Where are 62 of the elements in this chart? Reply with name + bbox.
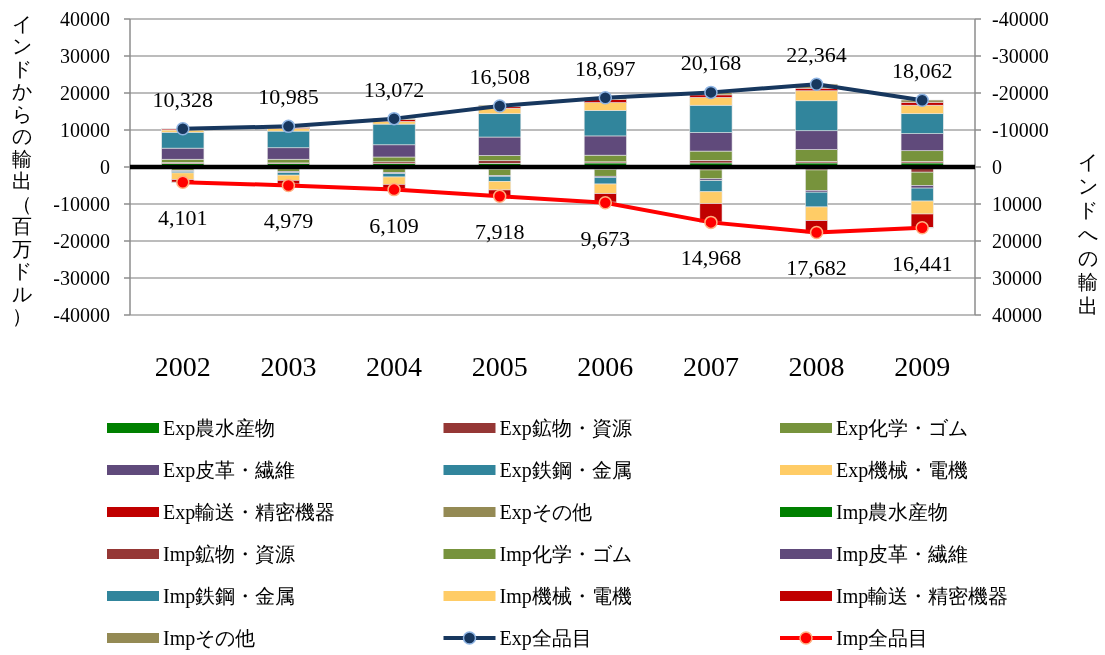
legend-label: Imp輸送・精密機器 [836,585,1009,608]
y2-tick-label: 30000 [992,267,1042,289]
data-label: 10,985 [258,84,319,110]
legend-label: Expその他 [499,501,592,524]
legend-label: Imp農水産物 [836,501,949,524]
data-label: 4,979 [263,208,314,234]
text: インドからの輸出（百万ドル） [12,12,32,328]
data-label: 18,062 [891,58,953,84]
legend-label: Imp鉱物・資源 [163,543,296,566]
data-label: 17,682 [786,255,847,281]
y2-tick-label: -40000 [992,8,1049,30]
y-tick-label: -30000 [53,267,110,289]
legend-label: Imp皮革・繊維 [836,543,969,566]
data-label: 16,441 [891,250,953,276]
legend-label: Exp鉄鋼・金属 [499,459,632,482]
data-label: 20,168 [680,50,742,76]
y-tick-label: 30000 [60,45,110,67]
data-label: 10,328 [152,86,214,112]
y-tick-label: 0 [100,156,110,178]
y-tick-label: 20000 [60,82,110,104]
x-tick-label: 2004 [366,351,423,382]
data-label: 22,364 [786,42,847,68]
data-label: 18,697 [575,55,636,81]
y2-tick-label: -10000 [992,119,1049,141]
legend-label: Exp機械・電機 [836,459,969,482]
legend-label: Exp皮革・繊維 [163,459,296,482]
x-tick-label: 2005 [471,351,528,382]
legend-label: Imp化学・ゴム [499,543,632,566]
legend-label: Imp全品目 [836,627,929,650]
legend-label: Exp全品目 [499,627,592,650]
data-label: 7,918 [474,219,525,245]
y2-tick-label: -20000 [992,82,1049,104]
y-tick-label: -10000 [53,193,110,215]
y-tick-label: -20000 [53,230,110,252]
y-tick-label: 10000 [60,119,110,141]
x-tick-label: 2007 [682,351,739,382]
x-tick-label: 2009 [894,351,951,382]
y2-tick-label: 10000 [992,193,1042,215]
y-tick-label: 40000 [60,8,110,30]
x-tick-label: 2006 [577,351,634,382]
y2-axis-title: インドへの輸出 [1078,151,1098,317]
y-tick-label: -40000 [53,304,110,326]
y2-tick-label: -30000 [992,45,1049,67]
data-label: 13,072 [363,76,425,102]
legend-label: Exp化学・ゴム [836,417,969,440]
y2-tick-label: 40000 [992,304,1042,326]
x-tick-label: 2002 [154,351,211,382]
x-tick-label: 2008 [788,351,845,382]
legend-label: Exp鉱物・資源 [499,417,632,440]
data-label: 6,109 [369,212,419,238]
legend-label: Exp農水産物 [163,417,276,440]
legend-label: Imp機械・電機 [499,585,632,608]
legend-label: Exp輸送・精密機器 [163,501,336,524]
data-label: 14,968 [680,245,742,271]
data-label: 4,101 [158,205,208,231]
legend-label: Imp鉄鋼・金属 [163,585,296,608]
data-label: 9,673 [580,225,631,251]
legend-label: Impその他 [163,627,256,650]
y2-tick-label: 20000 [992,230,1042,252]
x-tick-label: 2003 [260,351,317,382]
data-label: 16,508 [469,63,530,89]
y2-tick-label: 0 [992,156,1002,178]
